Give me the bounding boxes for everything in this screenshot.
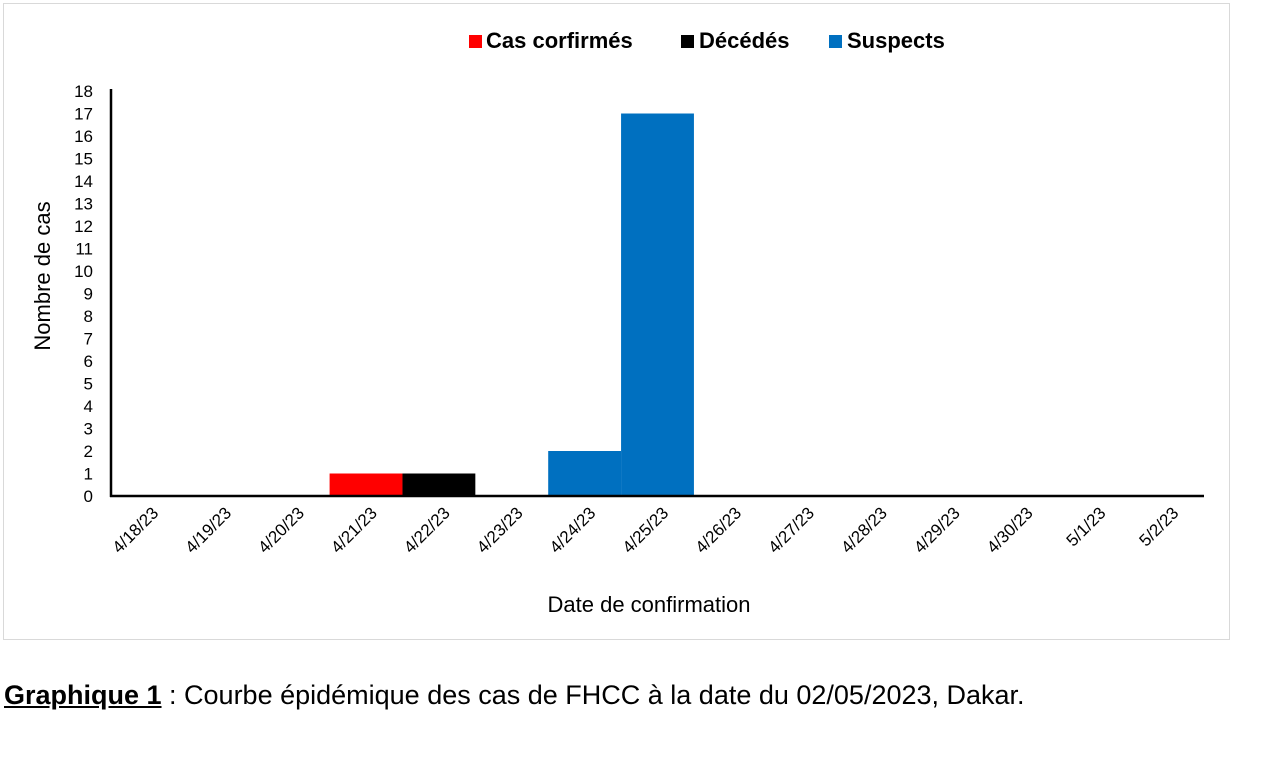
y-tick-label: 9 <box>84 285 93 304</box>
x-tick-label: 4/26/23 <box>692 503 746 557</box>
y-tick-label: 4 <box>84 397 93 416</box>
y-tick-label: 14 <box>74 172 93 191</box>
caption-text: : Courbe épidémique des cas de FHCC à la… <box>161 680 1025 710</box>
y-tick-label: 15 <box>74 150 93 169</box>
y-tick-label: 7 <box>84 330 93 349</box>
x-tick-label: 4/19/23 <box>182 503 236 557</box>
x-tick-label: 4/29/23 <box>910 503 964 557</box>
y-tick-label: 17 <box>74 105 93 124</box>
legend-label: Décédés <box>699 28 790 53</box>
y-tick-label: 11 <box>75 240 93 259</box>
y-tick-label: 16 <box>74 127 93 146</box>
x-tick-label: 4/21/23 <box>327 503 381 557</box>
x-tick-label: 4/20/23 <box>254 503 308 557</box>
y-tick-label: 18 <box>74 82 93 101</box>
x-tick-label: 4/28/23 <box>837 503 891 557</box>
x-tick-labels: 4/18/23 4/19/23 4/20/23 4/21/23 4/22/23 4/23/… <box>109 503 1183 557</box>
x-axis-title: Date de confirmation <box>548 592 751 617</box>
legend-swatch <box>681 35 694 48</box>
x-tick-label: 5/1/23 <box>1063 503 1110 550</box>
legend-swatch <box>829 35 842 48</box>
figure-caption: Graphique 1 : Courbe épidémique des cas … <box>4 680 1025 711</box>
x-tick-label: 4/23/23 <box>473 503 527 557</box>
legend-label: Suspects <box>847 28 945 53</box>
y-tick-label: 8 <box>84 307 93 326</box>
y-tick-label: 10 <box>74 262 93 281</box>
x-tick-label: 5/2/23 <box>1136 503 1183 550</box>
x-tick-label: 4/30/23 <box>983 503 1037 557</box>
y-tick-label: 13 <box>74 195 93 214</box>
bar-d-c-d-s-4-22-23 <box>402 473 476 496</box>
x-tick-label: 4/18/23 <box>109 503 163 557</box>
y-tick-label: 2 <box>84 442 93 461</box>
legend: Cas corfirmés Décédés Suspects <box>469 28 945 53</box>
chart-svg: Cas corfirmés Décédés Suspects 01234567891… <box>30 28 1204 617</box>
bar-suspects-4-24-23 <box>548 451 622 496</box>
y-tick-label: 12 <box>74 217 93 236</box>
y-tick-label: 6 <box>84 352 93 371</box>
y-axis-title: Nombre de cas <box>30 201 55 350</box>
y-tick-label: 3 <box>84 420 93 439</box>
x-tick-label: 4/24/23 <box>546 503 600 557</box>
caption-label: Graphique 1 <box>4 680 162 710</box>
bar-suspects-4-25-23 <box>621 113 694 496</box>
bars <box>329 113 694 496</box>
axes <box>109 89 1204 498</box>
y-tick-label: 1 <box>84 465 93 484</box>
x-tick-label: 4/22/23 <box>400 503 454 557</box>
y-tick-label: 0 <box>84 487 93 506</box>
y-tick-label: 5 <box>84 375 93 394</box>
legend-label: Cas corfirmés <box>486 28 633 53</box>
legend-swatch <box>469 35 482 48</box>
x-tick-label: 4/27/23 <box>765 503 819 557</box>
x-tick-label: 4/25/23 <box>619 503 673 557</box>
bar-cas-corfirm-s-4-21-23 <box>329 473 403 496</box>
